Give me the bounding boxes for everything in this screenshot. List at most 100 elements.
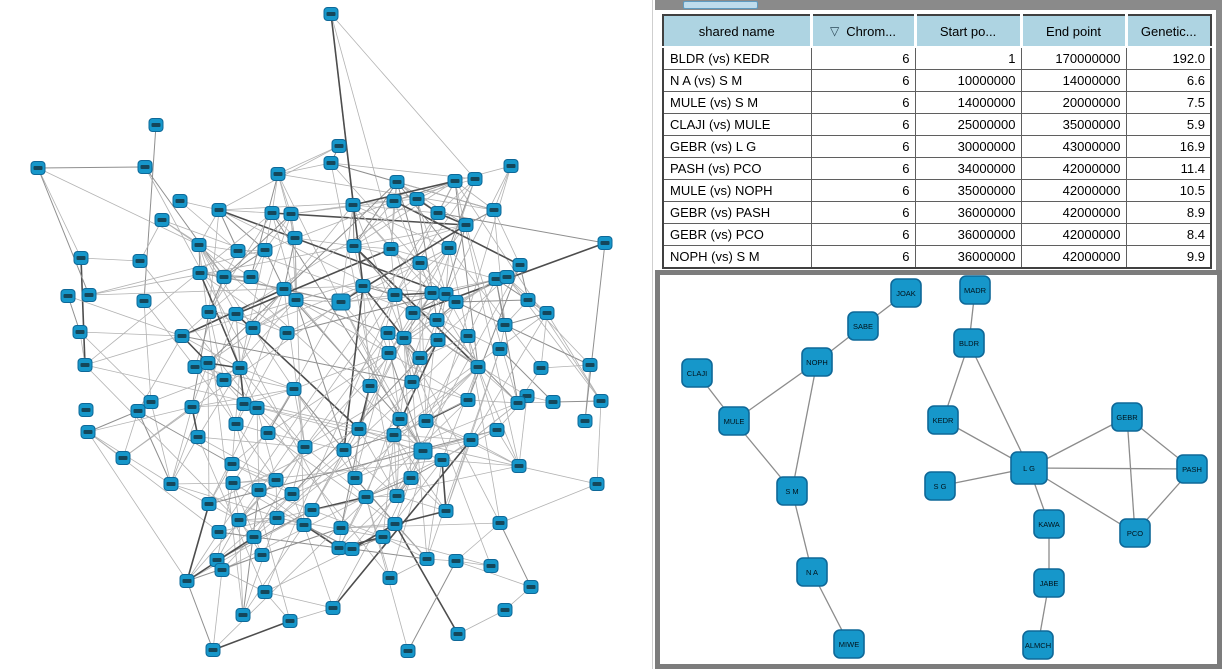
main-network-edge bbox=[290, 204, 354, 215]
main-network-edge bbox=[546, 312, 602, 402]
main-network-edge bbox=[393, 366, 479, 436]
table-vertical-scrollbar-track[interactable] bbox=[1216, 0, 1222, 270]
subnetwork-edge bbox=[1028, 467, 1193, 470]
main-network-canvas[interactable] bbox=[0, 0, 652, 669]
subnetwork-node-joak[interactable] bbox=[890, 278, 922, 308]
node-label-smudge bbox=[522, 394, 532, 398]
main-network-edge bbox=[218, 209, 273, 214]
main-network-edge bbox=[87, 406, 193, 433]
table-cell: 8.9 bbox=[1126, 201, 1212, 224]
subnetwork-node-noph[interactable] bbox=[801, 347, 833, 377]
node-label-smudge bbox=[246, 275, 256, 279]
subnetwork-node-kawa[interactable] bbox=[1033, 509, 1065, 539]
subnetwork-node-madr[interactable] bbox=[959, 275, 991, 305]
table-row[interactable]: GEBR (vs) PCO 6 36000000 42000000 8.4 bbox=[663, 223, 1212, 246]
table-row[interactable]: MULE (vs) S M 6 14000000 20000000 7.5 bbox=[663, 91, 1212, 114]
main-network-edge bbox=[343, 434, 395, 451]
table-row[interactable]: GEBR (vs) L G 6 30000000 43000000 16.9 bbox=[663, 135, 1212, 158]
subnetwork-node-mule[interactable] bbox=[718, 406, 750, 436]
node-label-smudge bbox=[384, 351, 394, 355]
table-row[interactable]: CLAJI (vs) MULE 6 25000000 35000000 5.9 bbox=[663, 113, 1212, 136]
node-label-smudge bbox=[515, 263, 525, 267]
main-network-edge bbox=[518, 395, 528, 467]
main-network-edge bbox=[340, 301, 401, 420]
subnetwork-node-gebr[interactable] bbox=[1111, 402, 1143, 432]
table-scrollbar-thumb[interactable] bbox=[683, 1, 758, 9]
main-network-edge bbox=[231, 463, 293, 495]
node-label-smudge bbox=[84, 293, 94, 297]
main-network-edge bbox=[242, 489, 260, 616]
node-label-smudge bbox=[389, 433, 399, 437]
main-network-edge bbox=[387, 332, 413, 383]
node-label-smudge bbox=[421, 419, 431, 423]
main-network-edge bbox=[235, 423, 291, 622]
main-network-edge bbox=[264, 548, 353, 593]
column-header-genetic-[interactable]: Genetic... bbox=[1124, 15, 1211, 48]
main-network-edge bbox=[454, 165, 512, 182]
subnetwork-node-pco[interactable] bbox=[1119, 518, 1151, 548]
node-label-smudge bbox=[289, 387, 299, 391]
main-network-panel[interactable] bbox=[0, 0, 652, 669]
node-label-smudge bbox=[33, 166, 43, 170]
table-cell: N A (vs) S M bbox=[663, 69, 812, 92]
table-cell: MULE (vs) S M bbox=[663, 91, 812, 114]
main-network-edge bbox=[493, 209, 521, 266]
main-network-edge bbox=[79, 331, 183, 337]
main-network-edge bbox=[354, 450, 424, 479]
table-cell: 11.4 bbox=[1126, 157, 1212, 180]
main-network-edge bbox=[186, 531, 220, 582]
table-row[interactable]: N A (vs) S M 6 10000000 14000000 6.6 bbox=[663, 69, 1212, 92]
table-cell: 6 bbox=[811, 91, 916, 114]
subnetwork-node-s-g[interactable] bbox=[924, 471, 956, 501]
subnetwork-node-n-a[interactable] bbox=[796, 557, 828, 587]
node-label-smudge bbox=[235, 366, 245, 370]
column-header-chrom-[interactable]: ▽ Chrom... bbox=[809, 15, 915, 48]
table-cell: PASH (vs) PCO bbox=[663, 157, 812, 180]
table-row[interactable]: GEBR (vs) PASH 6 36000000 42000000 8.9 bbox=[663, 201, 1212, 224]
column-header-shared-name[interactable]: shared name bbox=[663, 15, 811, 48]
table-cell: 192.0 bbox=[1126, 47, 1212, 70]
main-network-edge bbox=[170, 406, 193, 485]
main-network-edge bbox=[311, 496, 367, 511]
subnetwork-node-claji[interactable] bbox=[681, 358, 713, 388]
subnetwork-node-sabe[interactable] bbox=[847, 311, 879, 341]
filter-icon[interactable]: ▽ bbox=[829, 23, 840, 38]
table-row[interactable]: NOPH (vs) S M 6 36000000 42000000 9.9 bbox=[663, 245, 1212, 269]
main-network-edge bbox=[194, 276, 225, 368]
main-network-edge bbox=[197, 436, 266, 593]
subnetwork-panel[interactable]: JOAK MADR SABE BLDR NOPH CLAJI MULE KEDR GEBR L G… bbox=[655, 270, 1222, 669]
node-label-smudge bbox=[422, 557, 432, 561]
main-network-edge bbox=[499, 483, 598, 524]
node-label-smudge bbox=[227, 462, 237, 466]
table-row[interactable]: MULE (vs) NOPH 6 35000000 42000000 10.5 bbox=[663, 179, 1212, 202]
subnetwork-node-pash[interactable] bbox=[1176, 454, 1208, 484]
node-label-smudge bbox=[348, 203, 358, 207]
node-label-smudge bbox=[592, 482, 602, 486]
main-network-edge bbox=[235, 248, 392, 315]
main-network-edge bbox=[291, 446, 306, 495]
table-cell: 34000000 bbox=[915, 157, 1022, 180]
main-network-edge bbox=[351, 548, 428, 560]
main-network-edge bbox=[441, 459, 447, 512]
subnetwork-node-miwe[interactable] bbox=[833, 629, 865, 659]
table-row[interactable]: BLDR (vs) KEDR 6 1 170000000 192.0 bbox=[663, 47, 1212, 70]
subnetwork-node-l-g[interactable] bbox=[1010, 451, 1048, 485]
subnetwork-node-jabe[interactable] bbox=[1033, 568, 1065, 598]
table-horizontal-scrollbar[interactable] bbox=[655, 0, 1222, 10]
main-network-edge bbox=[467, 278, 497, 337]
table-row[interactable]: PASH (vs) PCO 6 34000000 42000000 11.4 bbox=[663, 157, 1212, 180]
table-cell: 10000000 bbox=[915, 69, 1022, 92]
table-cell: 9.9 bbox=[1126, 245, 1212, 269]
subnetwork-node-bldr[interactable] bbox=[953, 328, 985, 358]
main-network-edge bbox=[412, 247, 450, 314]
column-header-start-po-[interactable]: Start po... bbox=[913, 15, 1021, 48]
subnetwork-node-almch[interactable] bbox=[1022, 630, 1054, 660]
subnetwork-node-s-m[interactable] bbox=[776, 476, 808, 506]
node-label-smudge bbox=[334, 546, 344, 550]
main-network-edge bbox=[207, 362, 237, 425]
column-header-end-point[interactable]: End point bbox=[1019, 15, 1126, 48]
main-network-edge bbox=[388, 292, 433, 354]
subnetwork-node-kedr[interactable] bbox=[927, 405, 959, 435]
